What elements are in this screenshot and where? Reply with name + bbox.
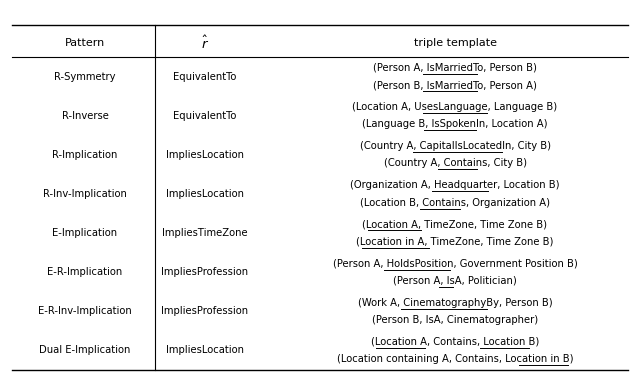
Text: R-Inverse: R-Inverse	[61, 111, 108, 121]
Text: (Person B, IsA, Cinematographer): (Person B, IsA, Cinematographer)	[372, 315, 538, 325]
Text: ImpliesLocation: ImpliesLocation	[166, 150, 244, 160]
Text: Dual E-Implication: Dual E-Implication	[39, 345, 131, 355]
Text: (Country A, Contains, City B): (Country A, Contains, City B)	[383, 158, 527, 168]
Text: (Organization A, Headquarter, Location B): (Organization A, Headquarter, Location B…	[350, 180, 560, 190]
Text: (Person A, HoldsPosition, Government Position B): (Person A, HoldsPosition, Government Pos…	[333, 258, 577, 269]
Text: (Person B, IsMarriedTo, Person A): (Person B, IsMarriedTo, Person A)	[373, 80, 537, 90]
Text: ImpliesLocation: ImpliesLocation	[166, 189, 244, 199]
Text: Pattern: Pattern	[65, 38, 105, 48]
Text: E-R-Inv-Implication: E-R-Inv-Implication	[38, 306, 132, 316]
Text: (Location A, UsesLanguage, Language B): (Location A, UsesLanguage, Language B)	[353, 102, 557, 112]
Text: R-Symmetry: R-Symmetry	[54, 71, 116, 82]
Text: (Location B, Contains, Organization A): (Location B, Contains, Organization A)	[360, 198, 550, 207]
Text: (Location A, TimeZone, Time Zone B): (Location A, TimeZone, Time Zone B)	[362, 220, 547, 230]
Text: ImpliesProfession: ImpliesProfession	[161, 306, 248, 316]
Text: EquivalentTo: EquivalentTo	[173, 111, 237, 121]
Text: (Location A, Contains, Location B): (Location A, Contains, Location B)	[371, 337, 539, 347]
Text: (Location in A, TimeZone, Time Zone B): (Location in A, TimeZone, Time Zone B)	[356, 237, 554, 247]
Text: triple template: triple template	[413, 38, 497, 48]
Text: (Person A, IsA, Politician): (Person A, IsA, Politician)	[393, 276, 517, 286]
Text: ImpliesLocation: ImpliesLocation	[166, 345, 244, 355]
Text: ImpliesTimeZone: ImpliesTimeZone	[162, 228, 248, 238]
Text: EquivalentTo: EquivalentTo	[173, 71, 237, 82]
Text: (Language B, IsSpokenIn, Location A): (Language B, IsSpokenIn, Location A)	[362, 119, 548, 129]
Text: R-Inv-Implication: R-Inv-Implication	[43, 189, 127, 199]
Text: (Country A, CapitalIsLocatedIn, City B): (Country A, CapitalIsLocatedIn, City B)	[360, 141, 550, 151]
Text: (Work A, CinematographyBy, Person B): (Work A, CinematographyBy, Person B)	[358, 298, 552, 308]
Text: R-Implication: R-Implication	[52, 150, 118, 160]
Text: E-Implication: E-Implication	[52, 228, 118, 238]
Text: ImpliesProfession: ImpliesProfession	[161, 267, 248, 277]
Text: (Person A, IsMarriedTo, Person B): (Person A, IsMarriedTo, Person B)	[373, 63, 537, 73]
Text: (Location containing A, Contains, Location in B): (Location containing A, Contains, Locati…	[337, 354, 573, 364]
Text: $\hat{r}$: $\hat{r}$	[201, 35, 209, 52]
Text: E-R-Implication: E-R-Implication	[47, 267, 123, 277]
